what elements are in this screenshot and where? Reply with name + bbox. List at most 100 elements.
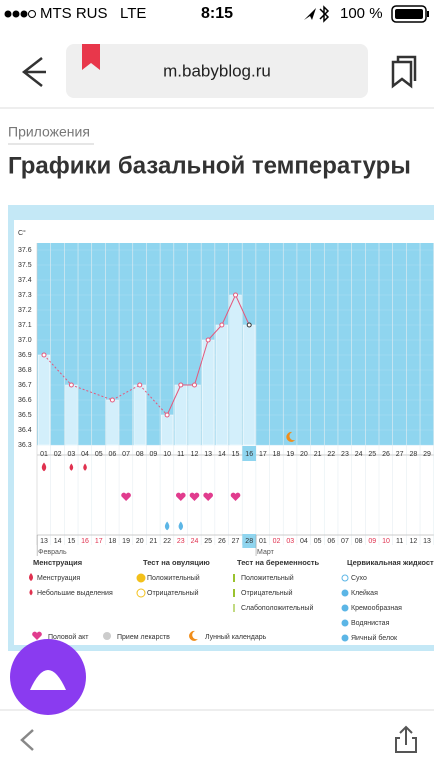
temp-point (233, 292, 239, 298)
menstruation-icon (69, 463, 74, 471)
y-tick-label: 36.8 (18, 367, 32, 374)
y-tick-label: 37.3 (18, 292, 32, 299)
date-label: 28 (245, 538, 253, 545)
intercourse-icon (175, 492, 186, 501)
legend-icon (29, 589, 33, 596)
day-label: 23 (341, 451, 349, 458)
day-label: 26 (382, 451, 390, 458)
legend-item: Небольшие выделения (37, 589, 113, 597)
month-label: Март (257, 549, 275, 556)
day-label: 06 (109, 451, 117, 458)
y-tick-label: 37.5 (18, 262, 32, 269)
battery-text: 100 % (340, 5, 383, 22)
day-label: 02 (54, 451, 62, 458)
day-label: 05 (95, 451, 103, 458)
date-label: 20 (136, 538, 144, 545)
temp-segment (235, 294, 250, 326)
carrier: MTS RUS (40, 5, 108, 22)
cervical-icon (164, 521, 170, 531)
menstruation-icon (41, 462, 47, 472)
y-tick-label: 37.4 (18, 277, 32, 284)
day-label: 28 (409, 451, 417, 458)
legend-icon (233, 574, 235, 582)
chart: C° 36.3 36.4 36.5 36.6 36.7 36.8 36.9 37.0 37.1 37… (18, 229, 434, 642)
legend-item: Слабоположительный (241, 604, 313, 612)
y-tick-label: 37.6 (18, 247, 32, 254)
temp-point (178, 382, 184, 388)
legend-item: Водянистая (351, 620, 390, 627)
legend-title: Тест на овуляцию (143, 558, 210, 567)
date-label: 01 (259, 538, 267, 545)
y-axis-label: C° (18, 229, 26, 237)
temp-point (164, 412, 170, 418)
date-label: 27 (232, 538, 240, 545)
y-tick-label: 36.6 (18, 397, 32, 404)
date-label: 26 (218, 538, 226, 545)
temp-segment (221, 294, 236, 326)
day-label: 18 (273, 451, 281, 458)
legend-title: Цервикальная жидкость (347, 558, 434, 567)
month-label: Февраль (38, 549, 67, 556)
date-label: 16 (81, 538, 89, 545)
legend-icon (341, 589, 349, 597)
day-label: 20 (300, 451, 308, 458)
day-label: 11 (177, 451, 184, 458)
intercourse-icon (121, 492, 131, 501)
y-tick-label: 37.1 (18, 322, 32, 329)
temp-segment (112, 384, 141, 401)
temp-point (246, 322, 252, 328)
day-label: 12 (191, 451, 199, 458)
legend-item: Клейкая (351, 589, 378, 597)
y-tick-label: 36.4 (18, 427, 32, 434)
day-label: 03 (67, 451, 75, 458)
back-nav[interactable] (20, 729, 34, 751)
legend-icon (136, 588, 146, 598)
legend-item: Яичный белок (351, 634, 398, 642)
y-tick-label: 36.3 (18, 442, 32, 449)
date-label: 05 (314, 538, 322, 545)
legend-icon (189, 630, 198, 641)
legend-item: Отрицательный (241, 589, 293, 597)
temp-point (191, 382, 197, 388)
date-label: 19 (122, 538, 130, 545)
intercourse-icon (189, 492, 200, 501)
y-tick-label: 36.7 (18, 382, 32, 389)
date-label: 15 (67, 538, 75, 545)
legend-icon (341, 634, 349, 642)
day-label: 14 (218, 451, 226, 458)
day-label: 04 (81, 451, 89, 458)
share-button[interactable] (395, 725, 417, 753)
temp-segment (166, 384, 182, 416)
day-label: 08 (136, 451, 144, 458)
temp-segment (71, 384, 113, 401)
legend-title: Тест на беременность (237, 558, 320, 567)
breadcrumb[interactable]: Приложения (8, 124, 90, 140)
legend-item: Лунный календарь (205, 633, 267, 641)
date-label: 10 (382, 538, 390, 545)
current-day (242, 446, 257, 461)
url-bar[interactable] (66, 44, 368, 98)
legend-icon (341, 604, 349, 612)
date-label: 04 (300, 538, 308, 545)
temp-segment (139, 384, 168, 416)
current-date (242, 534, 257, 548)
legend-item: Положительный (241, 574, 294, 582)
bar (106, 399, 119, 446)
bar (133, 384, 146, 446)
temp-point (205, 337, 211, 343)
day-label: 09 (150, 451, 158, 458)
legend-item: Кремообразная (351, 604, 402, 612)
legend-item: Положительный (147, 574, 200, 582)
bookmarks-button[interactable] (391, 55, 417, 89)
temp-point (219, 322, 225, 328)
back-button[interactable] (21, 57, 46, 87)
temp-segment (207, 324, 223, 341)
legend-item: Прием лекарств (117, 634, 170, 641)
date-label: 23 (177, 538, 185, 545)
date-label: 18 (109, 538, 117, 545)
day-label: 22 (327, 451, 335, 458)
date-label: 13 (40, 538, 48, 545)
page-title: Графики базальной температуры (8, 152, 411, 179)
day-label: 21 (314, 451, 322, 458)
